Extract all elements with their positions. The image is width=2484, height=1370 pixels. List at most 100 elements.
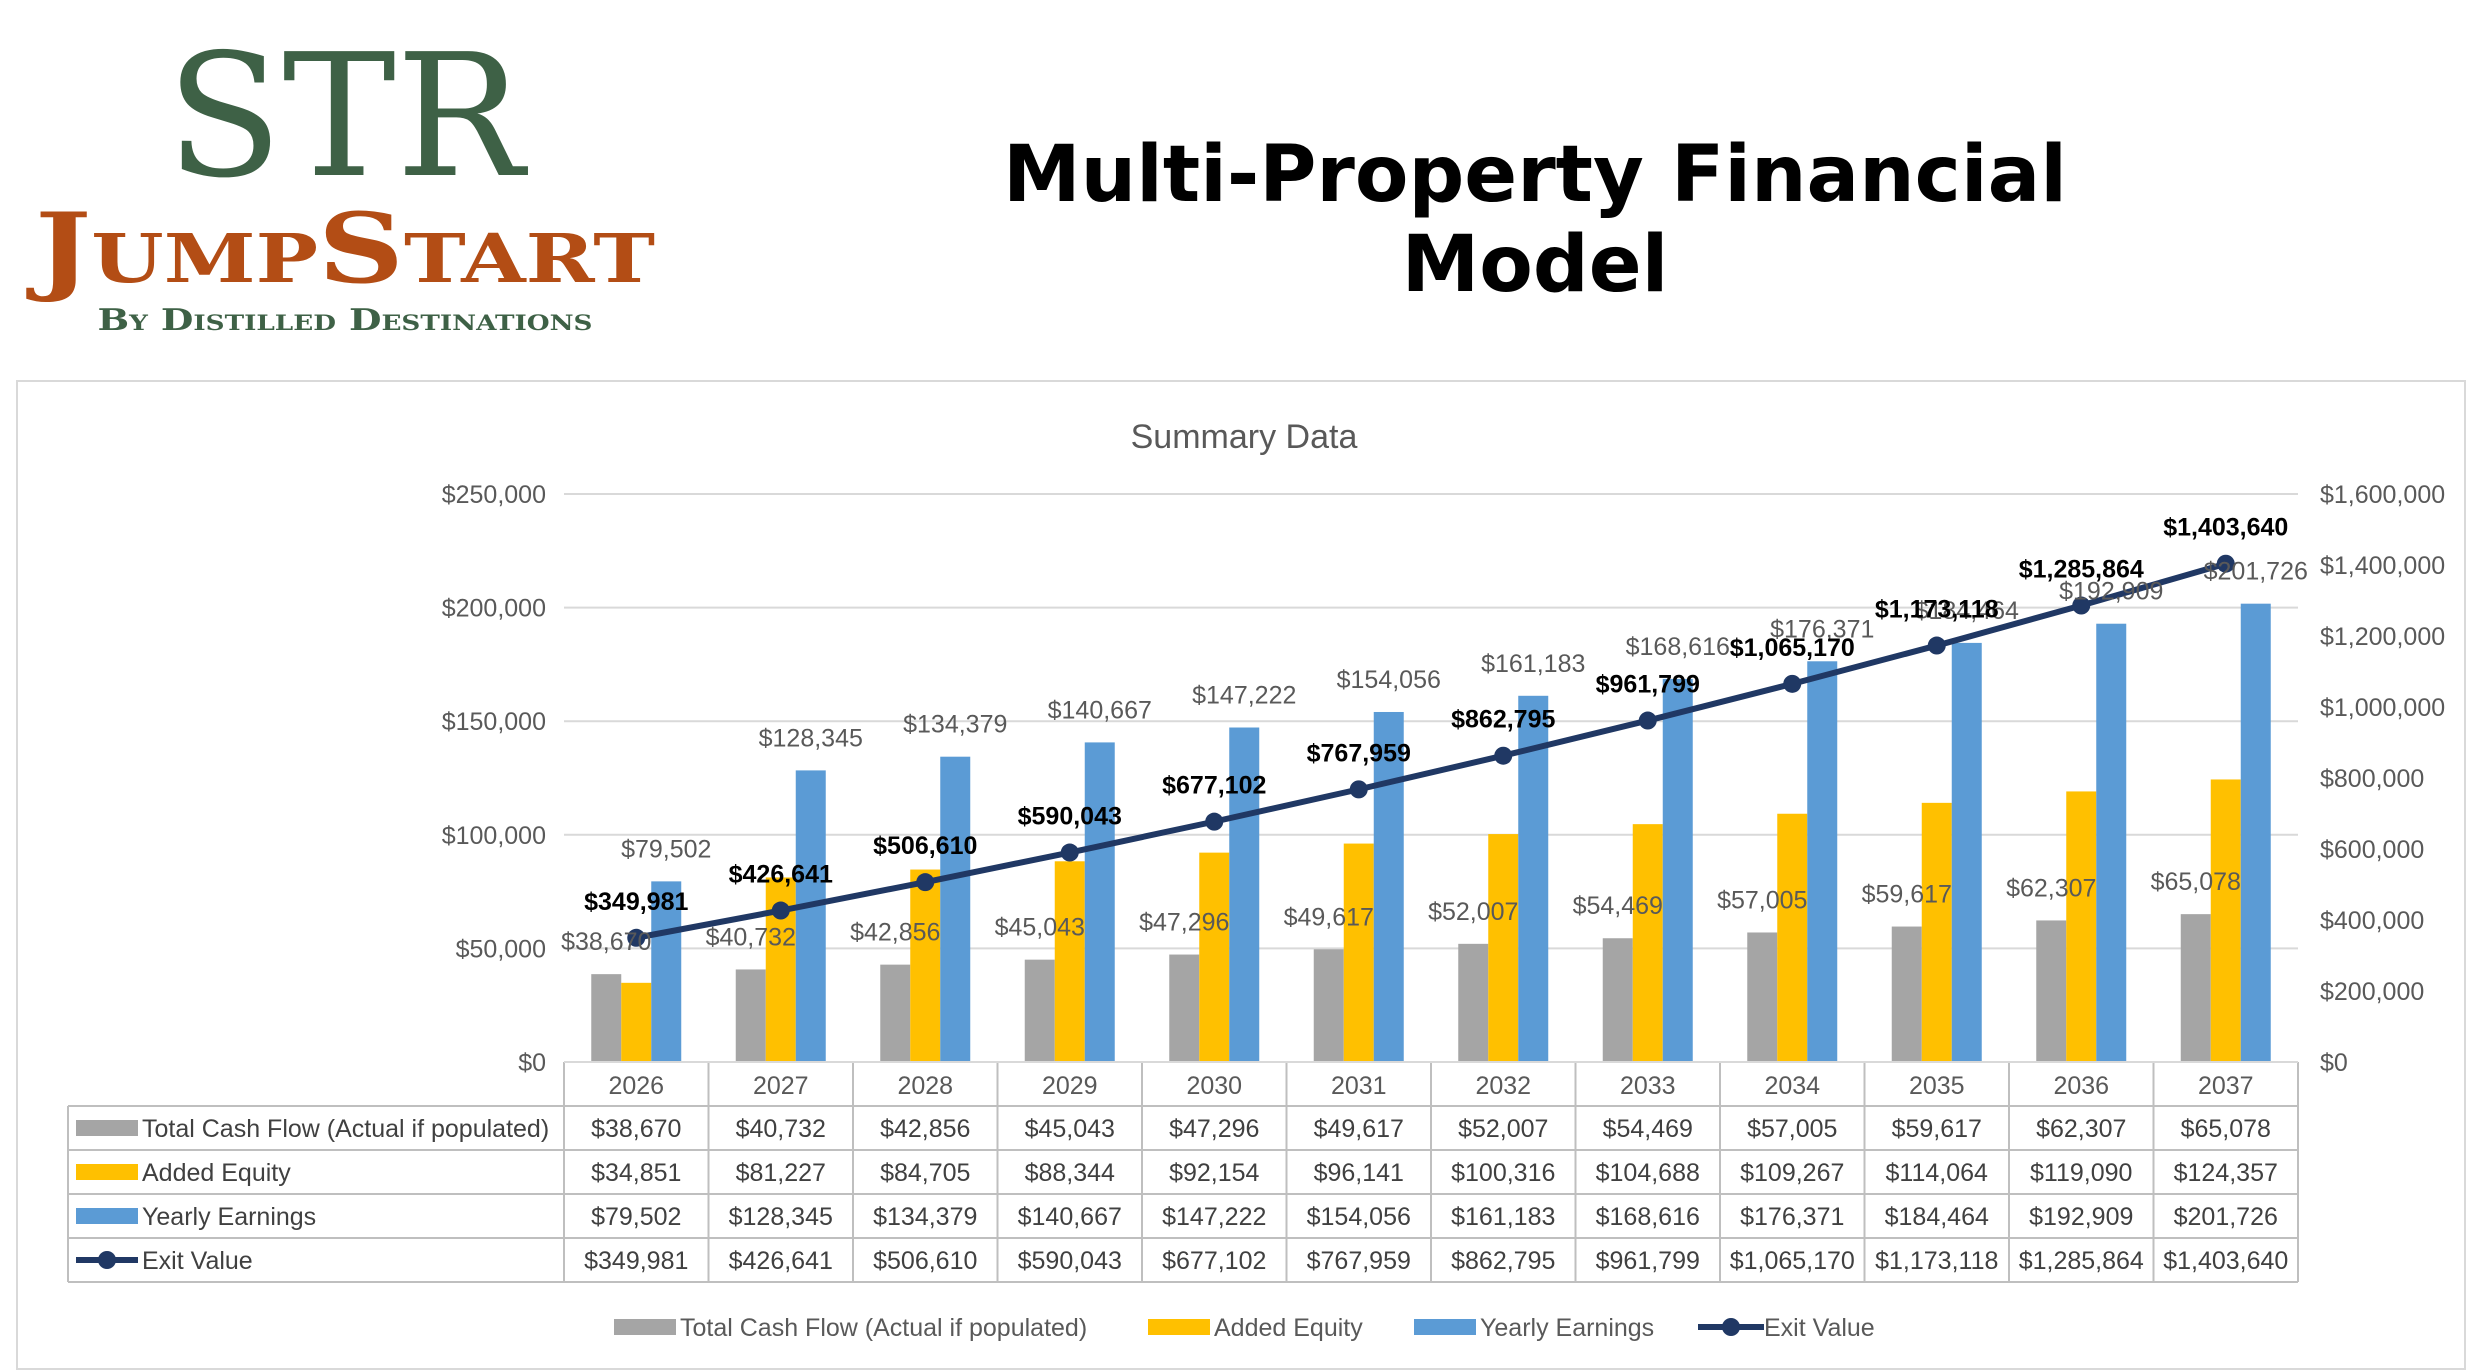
bar-data-label: $154,056 [1337,666,1441,694]
line-data-label: $349,981 [584,888,688,916]
line-point [1205,812,1224,831]
bar [1777,813,1808,1062]
table-cell: $100,316 [1451,1159,1555,1187]
gridlines [564,493,2298,950]
line-point [1060,843,1079,862]
table-cell: $154,056 [1307,1203,1411,1231]
legend-label: Exit Value [1764,1314,1875,1342]
line-point [627,928,646,947]
table-cell: $124,357 [2174,1159,2278,1187]
line-data-label: $767,959 [1307,739,1411,767]
bar [1024,959,1055,1062]
legend-key [1414,1319,1476,1335]
bar [651,881,682,1062]
bar [880,964,911,1062]
table-cell: $104,688 [1596,1159,1700,1187]
table-cell: $176,371 [1740,1203,1844,1231]
bar [1343,843,1374,1062]
table-cell: $114,064 [1886,1159,1989,1187]
table-cell: $79,502 [591,1203,681,1231]
chart-title: Summary Data [1131,418,1358,456]
bar [2240,603,2271,1062]
line-point [1349,780,1368,799]
bars [591,603,2271,1062]
table-cell: $168,616 [1596,1203,1700,1231]
y-right-tick-label: $400,000 [2320,907,2424,935]
line-point [1783,674,1802,693]
bar-data-label: $140,667 [1048,696,1152,724]
line-point [1927,636,1946,655]
line-data-label: $677,102 [1162,772,1266,800]
bar-data-label: $59,617 [1862,881,1952,909]
table-cell: $128,345 [729,1203,833,1231]
line-data-label: $590,043 [1018,803,1122,831]
table-row-header: Added Equity [142,1159,291,1187]
summary-chart: Summary Data $0 $50,000 $100,000 $150,000 $2… [67,418,2445,1342]
bar-data-label: $134,379 [903,711,1007,739]
exit-value-line [635,560,2227,941]
x-tick-label: 2030 [1186,1072,1242,1100]
line-point [2216,554,2235,573]
bar-data-label: $38,670 [561,928,651,956]
table-cell: $192,909 [2029,1203,2133,1231]
table-cell: $1,065,170 [1730,1247,1855,1275]
x-tick-label: 2026 [608,1072,664,1100]
bar [940,756,971,1062]
table-cell: $52,007 [1458,1115,1548,1143]
bar [1518,695,1549,1062]
bar-data-label: $45,043 [995,914,1085,942]
bar-data-label: $201,726 [2204,558,2308,586]
bar [1169,954,1200,1062]
x-tick-label: 2037 [2198,1072,2254,1100]
y-left-tick-label: $50,000 [456,935,546,963]
table-cell: $59,617 [1892,1115,1982,1143]
y-right-tick-label: $0 [2320,1049,2348,1077]
table-cell: $96,141 [1314,1159,1404,1187]
line-data-label: $506,610 [873,832,977,860]
line-data-label: $1,285,864 [2019,556,2144,584]
line-point [1494,746,1513,765]
bar [591,974,622,1062]
exit-value-line [627,554,2235,947]
table-cell: $147,222 [1162,1203,1266,1231]
logo-line-byline: By Distilled Destinations [98,303,593,338]
bar-data-label: $161,183 [1481,650,1585,678]
bar [2210,779,2241,1062]
bar-data-label: $65,078 [2151,868,2241,896]
y-right-tick-label: $800,000 [2320,765,2424,793]
table-cell: $84,705 [880,1159,970,1187]
bar-data-label: $52,007 [1428,898,1518,926]
logo-line-str: STR [166,18,529,216]
legend-key [1148,1319,1210,1335]
line-point [2072,596,2091,615]
table-cell: $81,227 [736,1159,826,1187]
table-cell: $1,285,864 [2019,1247,2144,1275]
table-cell: $38,670 [591,1115,681,1143]
bar [1747,932,1778,1062]
table-cell: $862,795 [1451,1247,1555,1275]
line-data-label: $426,641 [729,861,833,889]
x-tick-label: 2029 [1042,1072,1098,1100]
table-cell: $161,183 [1451,1203,1555,1231]
table-cell: $47,296 [1169,1115,1259,1143]
legend: Total Cash Flow (Actual if populated) Add… [614,1314,1875,1342]
bar-data-label: $40,732 [706,923,796,951]
bar-data-label: $54,469 [1573,892,1663,920]
table-cell: $65,078 [2181,1115,2271,1143]
bar [621,982,652,1062]
line-data-label: $1,065,170 [1730,634,1855,662]
legend-key [614,1319,676,1335]
table-cell: $1,173,118 [1875,1247,1998,1275]
chart-area: Summary Data $0 $50,000 $100,000 $150,000 $2… [16,380,2466,1370]
bar-data-label: $49,617 [1284,903,1374,931]
table-cell: $184,464 [1885,1203,1989,1231]
bar [1488,834,1519,1062]
table-cell: $961,799 [1596,1247,1700,1275]
table-cell: $134,379 [873,1203,977,1231]
table-legend-key [98,1251,116,1269]
bar-data-label: $57,005 [1717,886,1807,914]
legend-label: Total Cash Flow (Actual if populated) [680,1314,1087,1342]
table-cell: $677,102 [1162,1247,1266,1275]
x-tick-label: 2032 [1475,1072,1531,1100]
bar-data-label: $128,345 [759,724,863,752]
